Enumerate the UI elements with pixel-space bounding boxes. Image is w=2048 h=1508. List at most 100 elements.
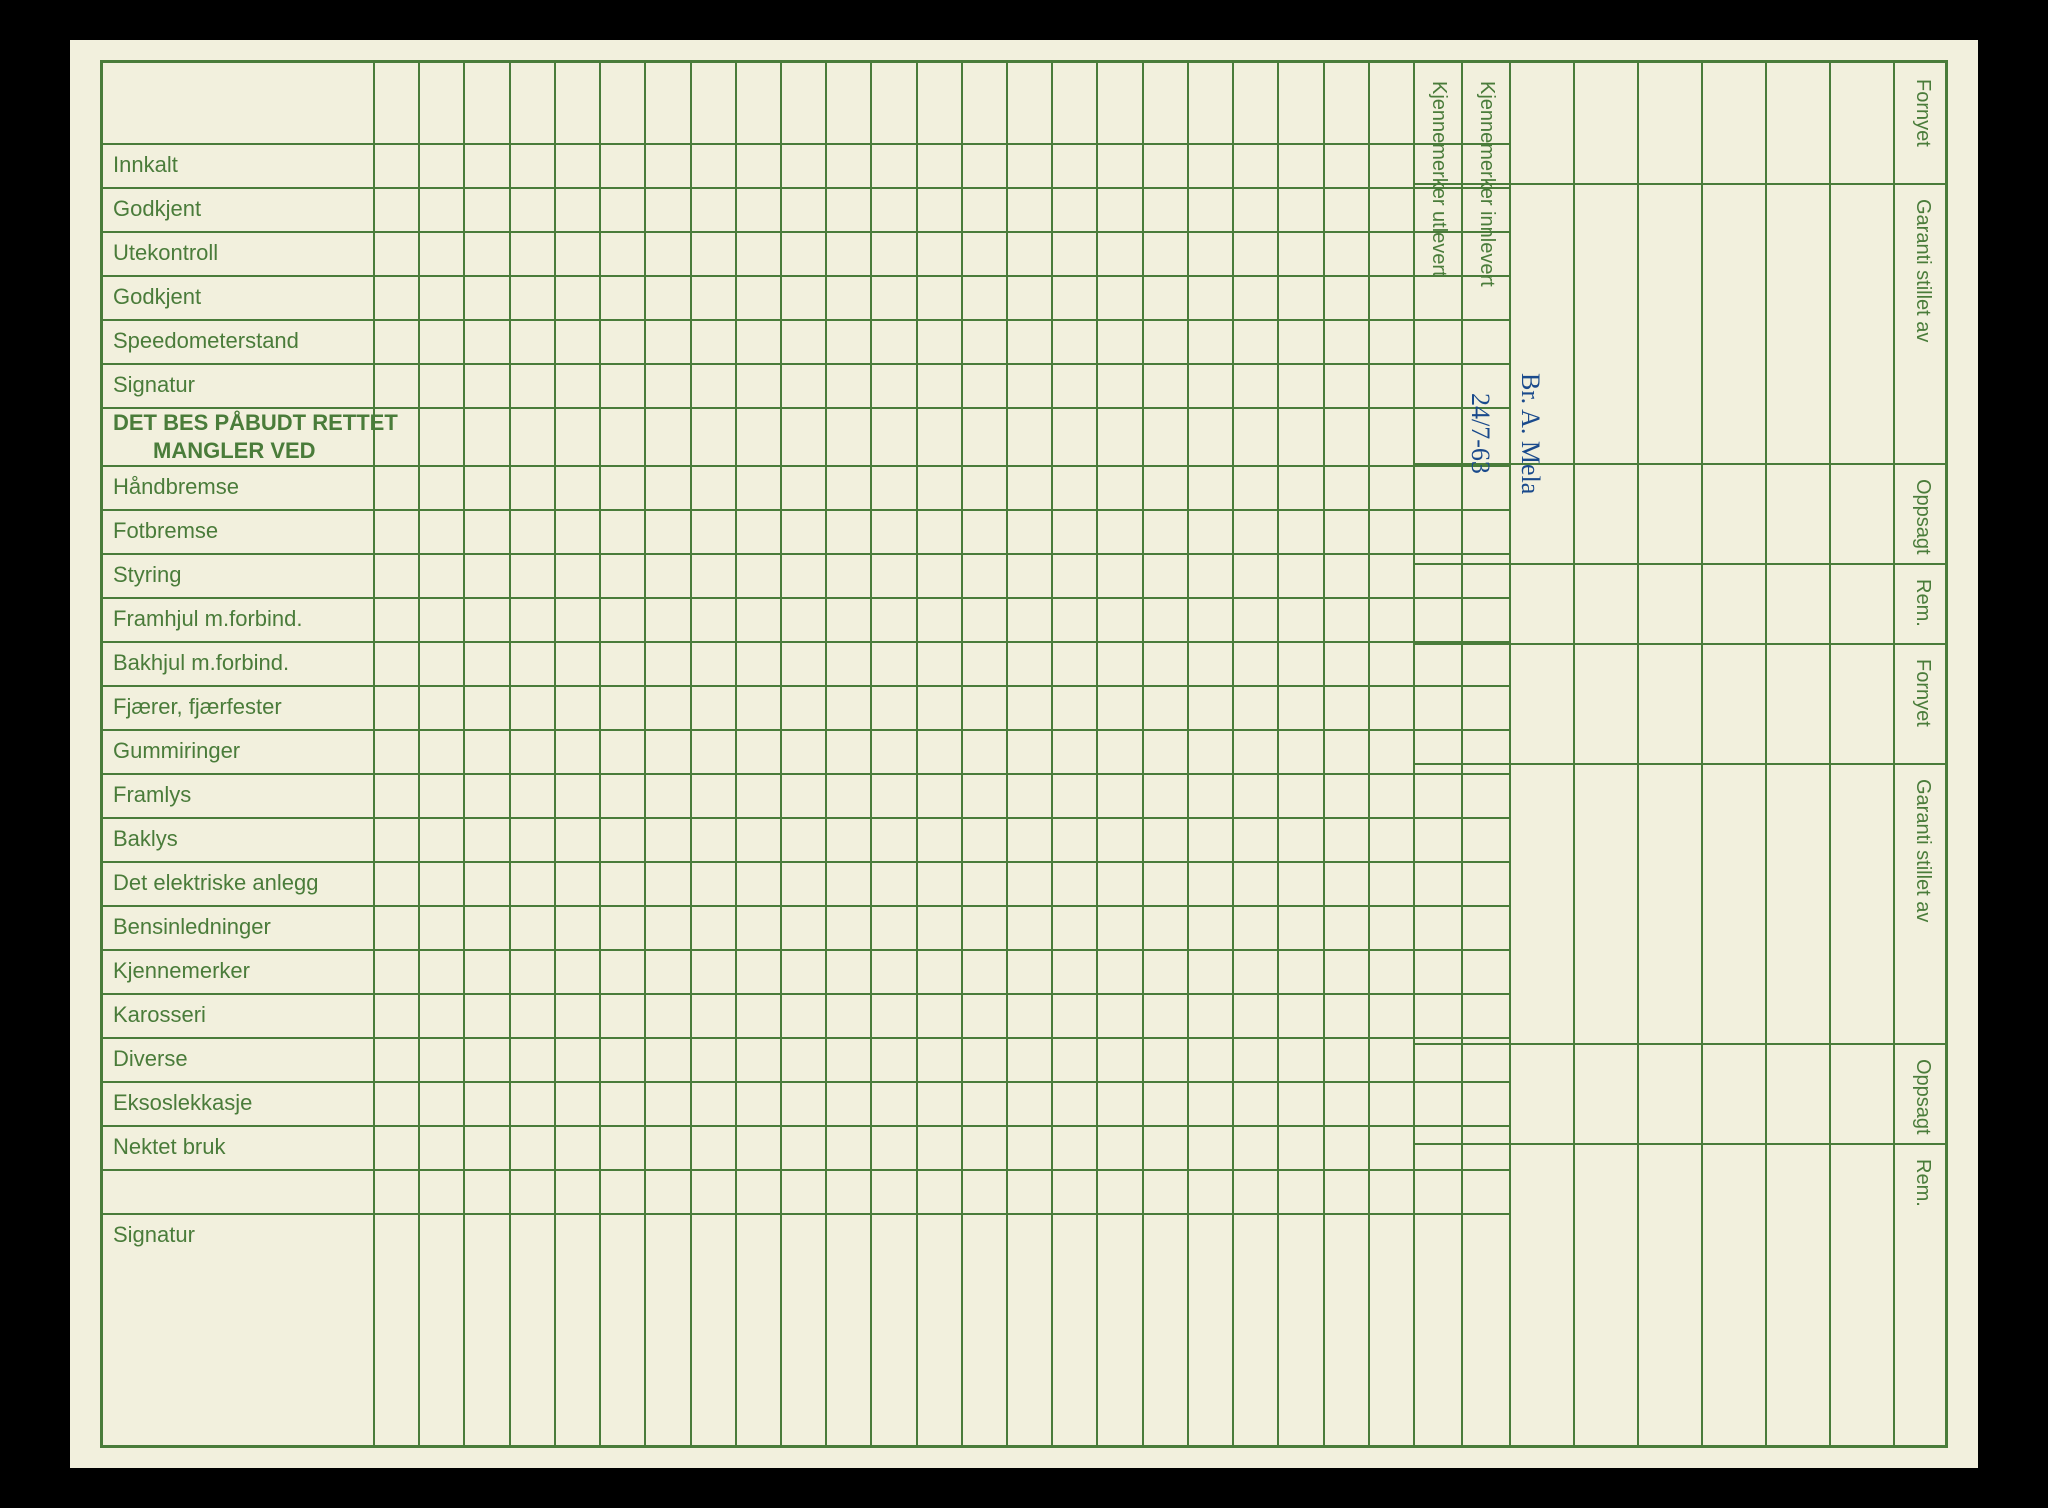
page: InnkaltGodkjentUtekontrollGodkjentSpeedo… [0, 0, 2048, 1508]
grid-line [509, 63, 511, 1445]
grid-line [1232, 63, 1234, 1445]
handwritten-note: Br. A. Mela [1515, 373, 1545, 494]
k-section-line [1413, 763, 1509, 765]
row-label-cell: Styring [103, 553, 373, 597]
grid-line [1006, 63, 1008, 1445]
row-label: Fotbremse [103, 509, 373, 553]
k-section-line [1413, 1043, 1509, 1045]
column-divider [1461, 63, 1463, 1445]
grid-line [1368, 63, 1370, 1445]
row-label-cell: Fjærer, fjærfester [103, 685, 373, 729]
row-label: Godkjent [103, 275, 373, 319]
row-label-2: MANGLER VED [103, 435, 373, 463]
right-section-line [1509, 563, 1945, 565]
row-label: Bensinledninger [103, 905, 373, 949]
grid-line [825, 63, 827, 1445]
row-label-cell: Godkjent [103, 187, 373, 231]
grid-line [690, 63, 692, 1445]
grid-line [1765, 63, 1767, 1445]
row-label-cell: Fotbremse [103, 509, 373, 553]
card: InnkaltGodkjentUtekontrollGodkjentSpeedo… [70, 40, 1978, 1468]
row-label: Gummiringer [103, 729, 373, 773]
right-section-label: Garanti stillet av [1911, 199, 1934, 342]
grid-line [1051, 63, 1053, 1445]
grid-line [961, 63, 963, 1445]
column-divider [1413, 63, 1415, 1445]
row-label-cell: Bakhjul m.forbind. [103, 641, 373, 685]
k-col-label: Kjennemerker utlevert [1427, 81, 1450, 277]
k-section-line [1413, 1143, 1509, 1145]
row-label-cell: DET BES PÅBUDT RETTETMANGLER VED [103, 407, 373, 465]
handwritten-note: 24/7-63 [1465, 393, 1495, 474]
right-section-line [1509, 183, 1945, 185]
grid-line [1277, 63, 1279, 1445]
row-label: DET BES PÅBUDT RETTET [103, 407, 373, 435]
row-label-cell: Det elektriske anlegg [103, 861, 373, 905]
column-divider [1509, 63, 1511, 1445]
k-section-line [1413, 183, 1509, 185]
row-label: Signatur [103, 1213, 373, 1257]
k-section-line [1413, 643, 1509, 645]
row-label: Innkalt [103, 143, 373, 187]
row-label-cell: Nektet bruk [103, 1125, 373, 1169]
row-label-cell: Baklys [103, 817, 373, 861]
row-label: Styring [103, 553, 373, 597]
row-label: Framhjul m.forbind. [103, 597, 373, 641]
grid-line [554, 63, 556, 1445]
row-label: Eksoslekkasje [103, 1081, 373, 1125]
row-label-cell: Framhjul m.forbind. [103, 597, 373, 641]
right-section-line [1509, 1043, 1945, 1045]
row-label-cell: Gummiringer [103, 729, 373, 773]
grid-line [1096, 63, 1098, 1445]
row-label: Bakhjul m.forbind. [103, 641, 373, 685]
row-label-cell: Framlys [103, 773, 373, 817]
k-section-line [1413, 563, 1509, 565]
grid-line [599, 63, 601, 1445]
row-label: Diverse [103, 1037, 373, 1081]
row-label: Signatur [103, 363, 373, 407]
grid-line [870, 63, 872, 1445]
row-label-cell: Innkalt [103, 143, 373, 187]
row-label-cell: Godkjent [103, 275, 373, 319]
grid-line [1187, 63, 1189, 1445]
row-label-cell [103, 1169, 373, 1213]
grid-line [1701, 63, 1703, 1445]
row-label: Håndbremse [103, 465, 373, 509]
row-label-cell: Diverse [103, 1037, 373, 1081]
row-label-cell: Håndbremse [103, 465, 373, 509]
row-label: Karosseri [103, 993, 373, 1037]
right-section-line [1509, 1143, 1945, 1145]
grid-line [735, 63, 737, 1445]
row-label-cell: Bensinledninger [103, 905, 373, 949]
row-label-cell: Speedometerstand [103, 319, 373, 363]
grid-line [916, 63, 918, 1445]
form-frame: InnkaltGodkjentUtekontrollGodkjentSpeedo… [100, 60, 1948, 1448]
row-label-cell: Utekontroll [103, 231, 373, 275]
row-label: Speedometerstand [103, 319, 373, 363]
row-label-cell: Signatur [103, 363, 373, 407]
column-divider [373, 63, 375, 1445]
row-label-cell: Karosseri [103, 993, 373, 1037]
right-section-label: Fornyet [1911, 79, 1934, 147]
row-label-cell: Kjennemerker [103, 949, 373, 993]
grid-line [463, 63, 465, 1445]
right-section-label: Rem. [1911, 1159, 1934, 1207]
right-section-line [1509, 463, 1945, 465]
grid-line [780, 63, 782, 1445]
row-label-cell: Signatur [103, 1213, 373, 1257]
grid-line [1323, 63, 1325, 1445]
column-divider [1893, 63, 1895, 1445]
grid-line [644, 63, 646, 1445]
right-section-label: Rem. [1911, 579, 1934, 627]
row-label: Godkjent [103, 187, 373, 231]
row-label: Det elektriske anlegg [103, 861, 373, 905]
row-label-cell: Eksoslekkasje [103, 1081, 373, 1125]
grid-line [1573, 63, 1575, 1445]
right-section-label: Oppsagt [1911, 479, 1934, 555]
right-section-line [1509, 643, 1945, 645]
right-section-label: Garanti stillet av [1911, 779, 1934, 922]
row-label: Baklys [103, 817, 373, 861]
row-label: Kjennemerker [103, 949, 373, 993]
grid-line [1829, 63, 1831, 1445]
grid-line [1142, 63, 1144, 1445]
